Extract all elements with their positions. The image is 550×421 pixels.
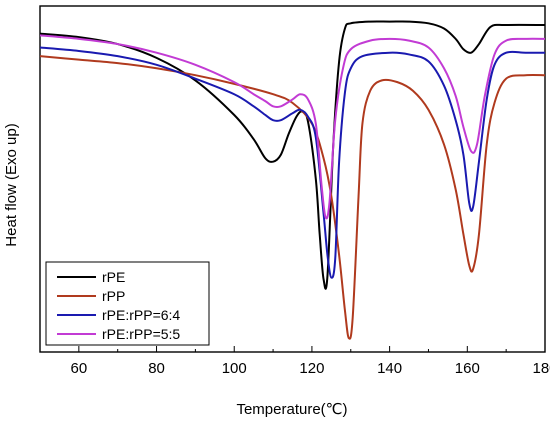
x-tick-label: 100 [222, 360, 247, 377]
legend-box [45, 261, 210, 346]
x-tick-label: 160 [455, 360, 480, 377]
series-line-rpp [39, 55, 546, 340]
legend: rPE rPP rPE:rPP=6:4 rPE:rPP=5:5 [45, 261, 210, 346]
x-tick-label: 140 [377, 360, 402, 377]
x-tick-label: 120 [299, 360, 324, 377]
legend-label: rPE [102, 269, 125, 285]
y-axis-label: Heat flow (Exo up) [3, 123, 20, 246]
legend-items: rPE rPP rPE:rPP=6:4 rPE:rPP=5:5 [57, 269, 180, 342]
x-tick-label: 60 [71, 360, 88, 377]
x-axis-ticks: 60 80 100 120 140 160 180 [39, 346, 550, 377]
series-line-rpe-rpp-5-5 [39, 34, 546, 220]
x-axis-label: Temperature(℃) [236, 401, 347, 418]
series-group [39, 20, 546, 340]
series-line-rpe-rpp-6-4 [39, 46, 545, 279]
plot-frame [39, 5, 546, 353]
legend-label: rPE:rPP=6:4 [102, 307, 180, 323]
x-tick-label: 180 [532, 360, 550, 377]
series-line-rpe [39, 20, 546, 290]
legend-label: rPP [102, 288, 125, 304]
legend-label: rPE:rPP=5:5 [102, 326, 180, 342]
x-tick-label: 80 [148, 360, 165, 377]
